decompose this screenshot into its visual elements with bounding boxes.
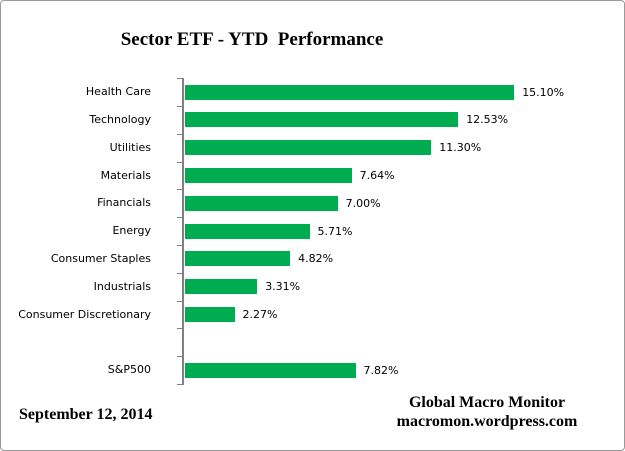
axis-tick: [177, 217, 184, 219]
axis-tick: [177, 272, 184, 274]
bar: [185, 307, 235, 323]
category-label: Utilities: [109, 140, 151, 154]
category-label: S&P500: [107, 363, 151, 377]
bar: [185, 112, 459, 128]
category-label: Consumer Staples: [50, 251, 151, 265]
axis-tick: [177, 78, 184, 79]
bar: [185, 223, 310, 239]
bar-value-label: 7.82%: [363, 363, 399, 377]
bar-value-label: 4.82%: [298, 252, 334, 266]
category-label: Health Care: [85, 85, 151, 98]
category-label: Materials: [100, 168, 151, 182]
axis-tick: [177, 133, 184, 135]
bar-value-label: 5.71%: [317, 224, 353, 238]
category-label: Technology: [89, 112, 151, 126]
axis-tick: [177, 300, 184, 302]
bar-value-label: 7.00%: [345, 196, 381, 210]
bar: [185, 168, 352, 183]
axis-tick: [177, 328, 184, 330]
category-label: Consumer Discretionary: [18, 307, 151, 321]
axis-tick: [177, 161, 184, 163]
category-label: Industrials: [93, 279, 151, 293]
bar: [185, 251, 291, 267]
bar-value-label: 15.10%: [522, 85, 565, 99]
y-axis-line: [182, 78, 184, 384]
bar: [185, 140, 432, 156]
bar-value-label: 2.27%: [242, 308, 278, 322]
bar: [185, 362, 356, 378]
category-label: Financials: [97, 196, 151, 210]
axis-tick: [177, 356, 184, 358]
bar: [185, 279, 258, 295]
brand-name: Global Macro Monitor: [408, 394, 566, 411]
brand-block: Global Macro Monitor macromon.wordpress.…: [363, 393, 611, 431]
axis-tick: [177, 384, 184, 385]
axis-tick: [177, 244, 184, 246]
axis-tick: [177, 189, 184, 191]
footer-date: September 12, 2014: [19, 406, 153, 423]
bar-value-label: 3.31%: [265, 280, 301, 294]
bar-value-label: 12.53%: [466, 113, 509, 127]
bar-value-label: 11.30%: [439, 141, 482, 155]
category-label: Energy: [112, 224, 151, 238]
chart-title: Sector ETF - YTD Performance: [120, 29, 384, 50]
axis-tick: [177, 105, 184, 107]
bar-value-label: 7.64%: [359, 169, 395, 182]
bar: [185, 195, 338, 211]
brand-url: macromon.wordpress.com: [396, 413, 578, 430]
bar: [185, 84, 515, 100]
